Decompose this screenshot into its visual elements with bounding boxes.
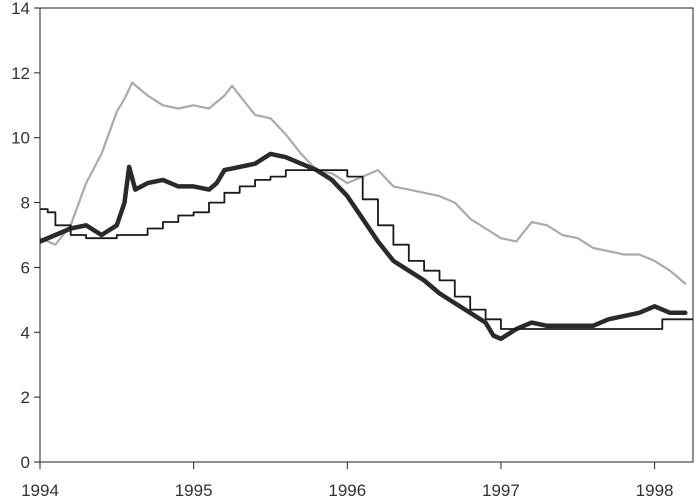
x-tick-label: 1998 [636, 481, 674, 500]
y-tick-label: 6 [21, 258, 30, 277]
series-line-2 [40, 151, 688, 342]
x-tick-label: 1996 [328, 481, 366, 500]
y-tick-label: 2 [21, 388, 30, 407]
x-tick-label: 1995 [175, 481, 213, 500]
series-line-3 [40, 169, 693, 330]
y-tick-label: 4 [21, 323, 30, 342]
x-tick-label: 1994 [21, 481, 59, 500]
plot-frame [39, 7, 694, 463]
y-tick-label: 10 [11, 129, 30, 148]
x-tick-label: 1997 [482, 481, 520, 500]
series-line-1 [40, 81, 687, 285]
y-axis: 0 2 4 6 8 10 12 14 [11, 0, 40, 472]
series-layer [40, 81, 693, 342]
x-axis: 1994 1995 1996 1997 1998 [21, 462, 674, 500]
y-tick-label: 14 [11, 0, 30, 18]
y-tick-label: 8 [21, 194, 30, 213]
y-tick-label: 0 [21, 453, 30, 472]
y-tick-label: 12 [11, 64, 30, 83]
